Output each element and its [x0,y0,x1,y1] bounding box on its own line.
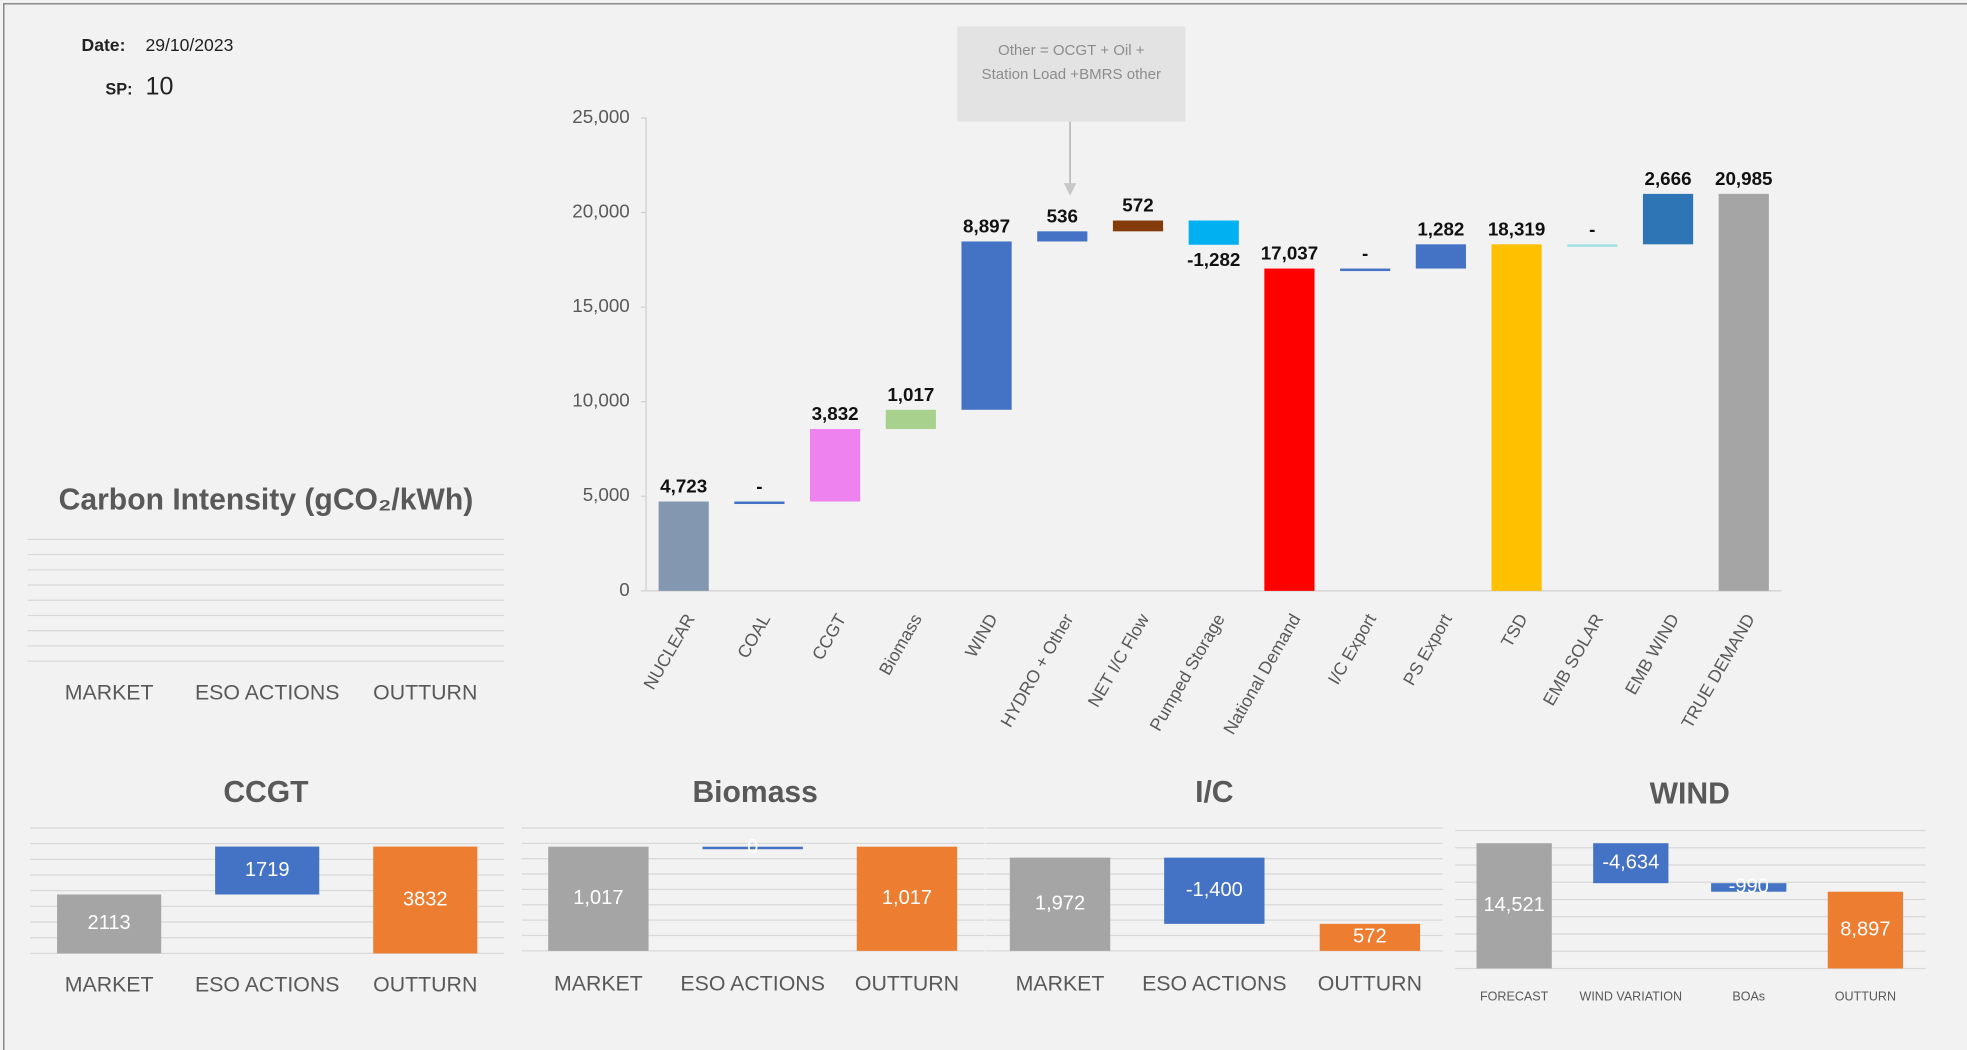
bar [1319,923,1421,951]
y-tick-label: 10,000 [572,390,630,411]
value-label: 572 [1122,195,1153,216]
value-label: - [1362,243,1368,264]
sp-value: 10 [146,72,174,100]
x-tick-label: FORECAST [1480,990,1549,1004]
date-label: Date: [82,35,126,55]
chart-title: Biomass [692,776,817,809]
bar [1476,843,1552,969]
bar [734,501,785,505]
value-label: 572 [1353,926,1386,948]
value-label: 4,723 [660,476,707,497]
bar [1037,231,1088,242]
x-tick-label: BOAs [1732,990,1765,1004]
x-tick-label: OUTTURN [373,680,477,704]
bar [810,429,861,502]
chart-title: I/C [1195,776,1233,809]
bar [1567,244,1618,247]
y-tick-label: 25,000 [572,106,630,127]
bar [1711,883,1787,892]
bar [1112,220,1164,232]
value-label: -990 [1729,876,1769,898]
value-label: 8,897 [1840,918,1890,940]
y-tick-label: 20,000 [572,200,630,221]
value-label: -1,400 [1186,879,1243,901]
annotation: Other = OCGT + Oil + Station Load +BMRS … [957,26,1186,122]
bar [1188,220,1239,245]
value-label: 1,282 [1417,218,1464,239]
x-tick-label: ESO ACTIONS [680,971,824,995]
bar [57,894,162,954]
x-tick-label: MARKET [1016,971,1105,995]
bar [1340,268,1391,272]
value-label: 2113 [88,912,131,934]
value-label: 18,319 [1488,218,1546,239]
bar [702,846,803,850]
value-label: 2,666 [1645,168,1692,189]
x-tick-label: OUTTURN [373,973,477,997]
x-tick-label: ESO ACTIONS [195,973,339,997]
bar [658,501,709,591]
x-tick-label: MARKET [65,680,154,704]
bar [1642,193,1694,245]
value-label: 1719 [245,859,290,881]
x-tick-label: MARKET [65,973,154,997]
value-label: 3,832 [812,403,859,424]
x-tick-label: OUTTURN [855,971,959,995]
value-label: 1,017 [887,384,934,405]
date-value: 29/10/2023 [146,35,234,55]
bar [1009,857,1111,951]
chart-title: WIND [1650,777,1730,810]
value-label: -1,282 [1187,249,1240,270]
x-tick-label: ESO ACTIONS [1142,971,1286,995]
x-tick-label: OUTTURN [1318,971,1422,995]
annotation-arrowhead [1063,183,1077,196]
x-tick-label: OUTTURN [1835,990,1896,1004]
value-label: 3832 [403,888,448,910]
bar [373,846,478,954]
y-tick-label: 15,000 [572,295,630,316]
bar [961,241,1012,410]
annotation-box: Other = OCGT + Oil + Station Load +BMRS … [957,26,1186,122]
x-tick-label: ESO ACTIONS [195,680,339,704]
value-label: 8,897 [963,216,1010,237]
bar [1264,268,1315,591]
bar [856,846,958,951]
value-label: 14,521 [1483,894,1544,916]
sp-label: SP: [105,81,132,99]
value-label: 536 [1047,206,1078,227]
value-label: - [756,476,762,497]
x-tick-label: WIND VARIATION [1580,990,1683,1004]
value-label: -4,634 [1602,851,1659,873]
value-label: 20,985 [1715,168,1773,189]
bar [548,846,649,951]
value-label: 17,037 [1261,243,1319,264]
bar [1415,244,1466,269]
x-tick-label: MARKET [554,971,643,995]
bar [1593,843,1669,884]
value-label: 1,972 [1035,893,1085,915]
y-tick-label: 0 [619,579,629,600]
bar [1827,891,1904,969]
bar [885,409,936,430]
value-label: - [1589,218,1595,239]
value-label: 0 [747,836,758,858]
bar [1718,193,1769,591]
bar [215,846,320,895]
value-label: 1,017 [573,887,623,909]
value-label: 1,017 [882,887,932,909]
chart-title: Carbon Intensity (gCO₂/kWh) [59,484,474,517]
bar [1164,857,1265,924]
bar [1491,244,1542,591]
y-tick-label: 5,000 [583,484,630,505]
chart-title: CCGT [223,776,309,809]
